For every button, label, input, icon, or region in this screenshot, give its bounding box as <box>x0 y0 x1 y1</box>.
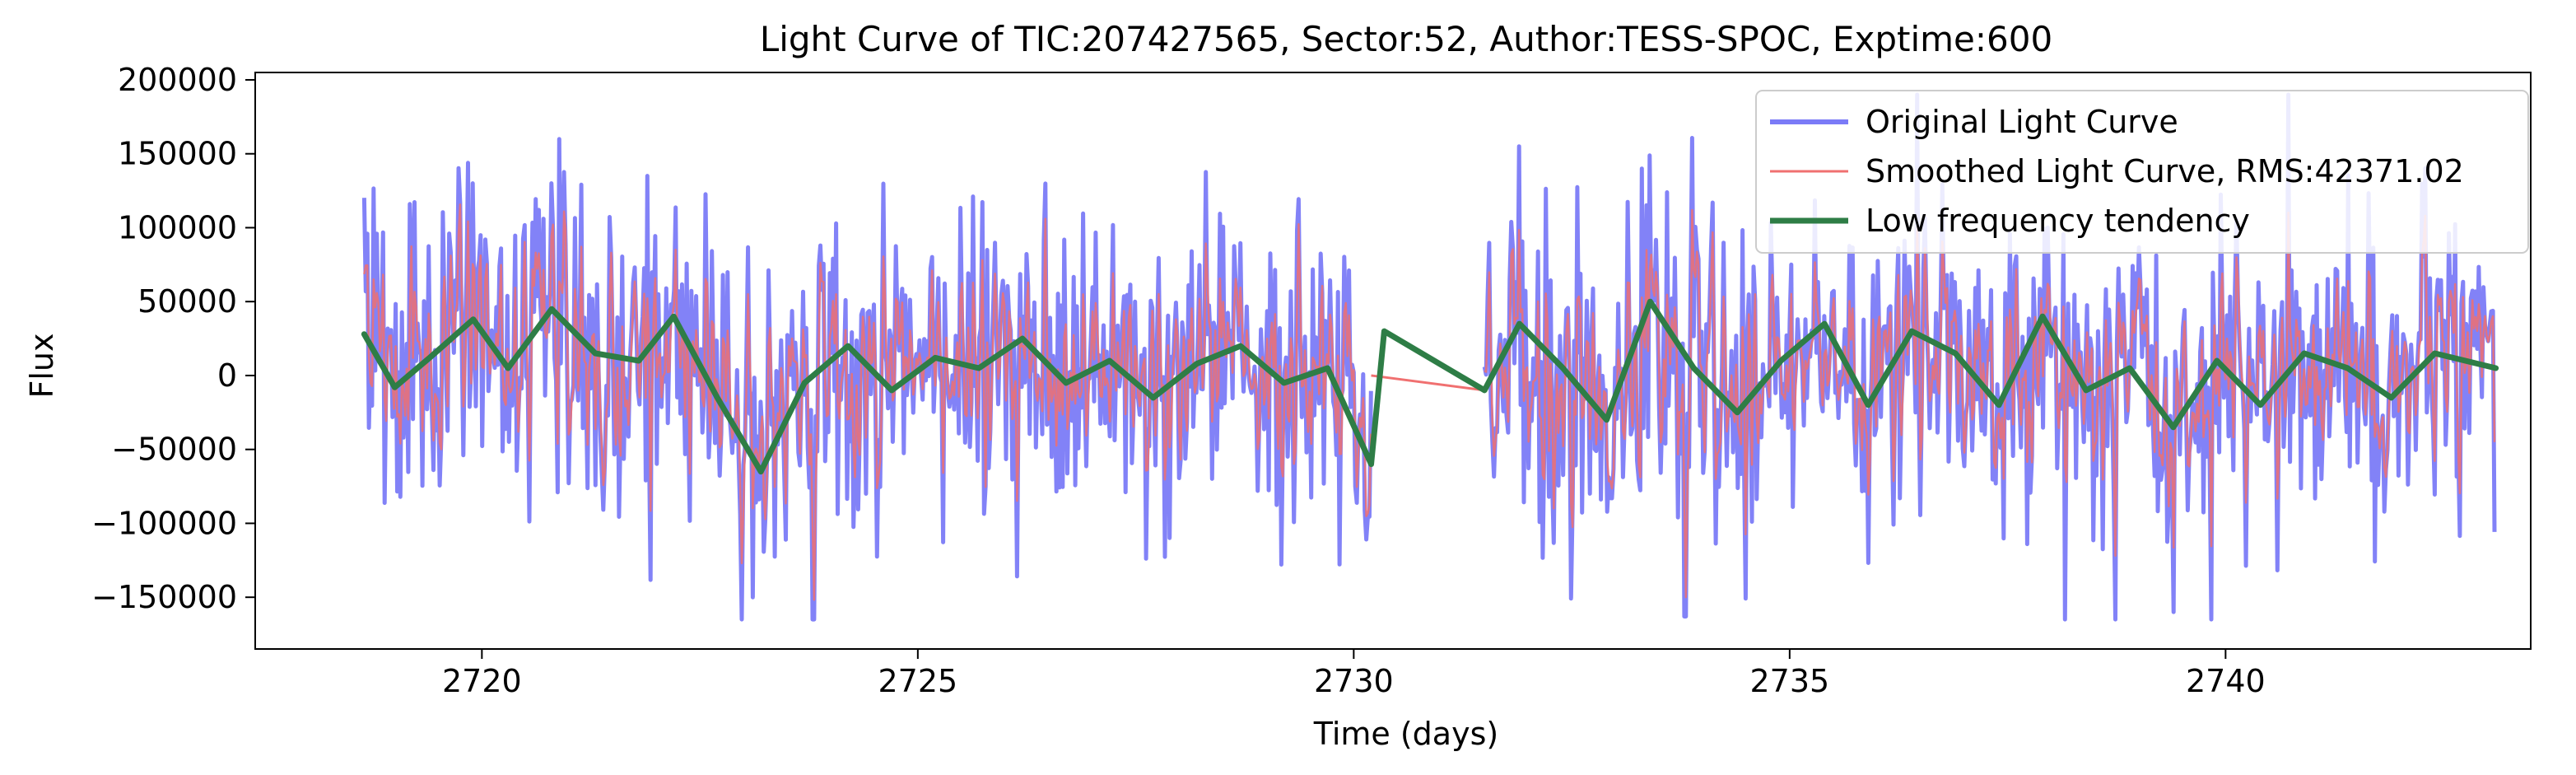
plot-frame <box>254 72 2532 650</box>
x-tick-label: 2720 <box>442 663 522 699</box>
y-axis-label: Flux <box>24 334 60 399</box>
y-tick-label: −150000 <box>91 579 237 615</box>
low-frequency-tendency-series <box>361 298 2499 475</box>
chart-title: Light Curve of TIC:207427565, Sector:52,… <box>760 19 2052 59</box>
y-tick-label: −50000 <box>111 432 237 468</box>
x-axis-label: Time (days) <box>1313 716 1498 752</box>
x-axis: 2720 2725 2730 2735 2740 <box>442 649 2266 699</box>
y-tick-label: 50000 <box>137 283 237 320</box>
y-tick-label: −100000 <box>91 505 237 541</box>
y-axis: −150000 −100000 −50000 0 50000 100000 150000 20… <box>91 62 255 615</box>
y-tick-label: 0 <box>217 357 237 394</box>
smoothed-light-curve-series <box>363 203 2496 601</box>
y-tick-label: 150000 <box>118 136 237 172</box>
smoothed-light-curve-line-2 <box>1484 208 2496 599</box>
legend: Original Light Curve Smoothed Light Curv… <box>1755 90 2529 254</box>
smoothed-gap-connector <box>1371 374 1485 392</box>
x-tick-label: 2740 <box>2186 663 2266 699</box>
y-tick-label: 200000 <box>118 62 237 98</box>
legend-label-smoothed: Smoothed Light Curve, RMS:42371.02 <box>1866 153 2464 189</box>
x-tick-label: 2730 <box>1314 663 1394 699</box>
y-tick-label: 100000 <box>118 209 237 245</box>
legend-box <box>1755 90 2529 254</box>
x-tick-label: 2735 <box>1749 663 1829 699</box>
smoothed-light-curve-line-1 <box>363 203 1372 601</box>
legend-label-trend: Low frequency tendency <box>1866 203 2250 239</box>
x-tick-label: 2725 <box>878 663 957 699</box>
low-frequency-tendency-line <box>361 298 2499 475</box>
legend-label-original: Original Light Curve <box>1866 104 2178 140</box>
